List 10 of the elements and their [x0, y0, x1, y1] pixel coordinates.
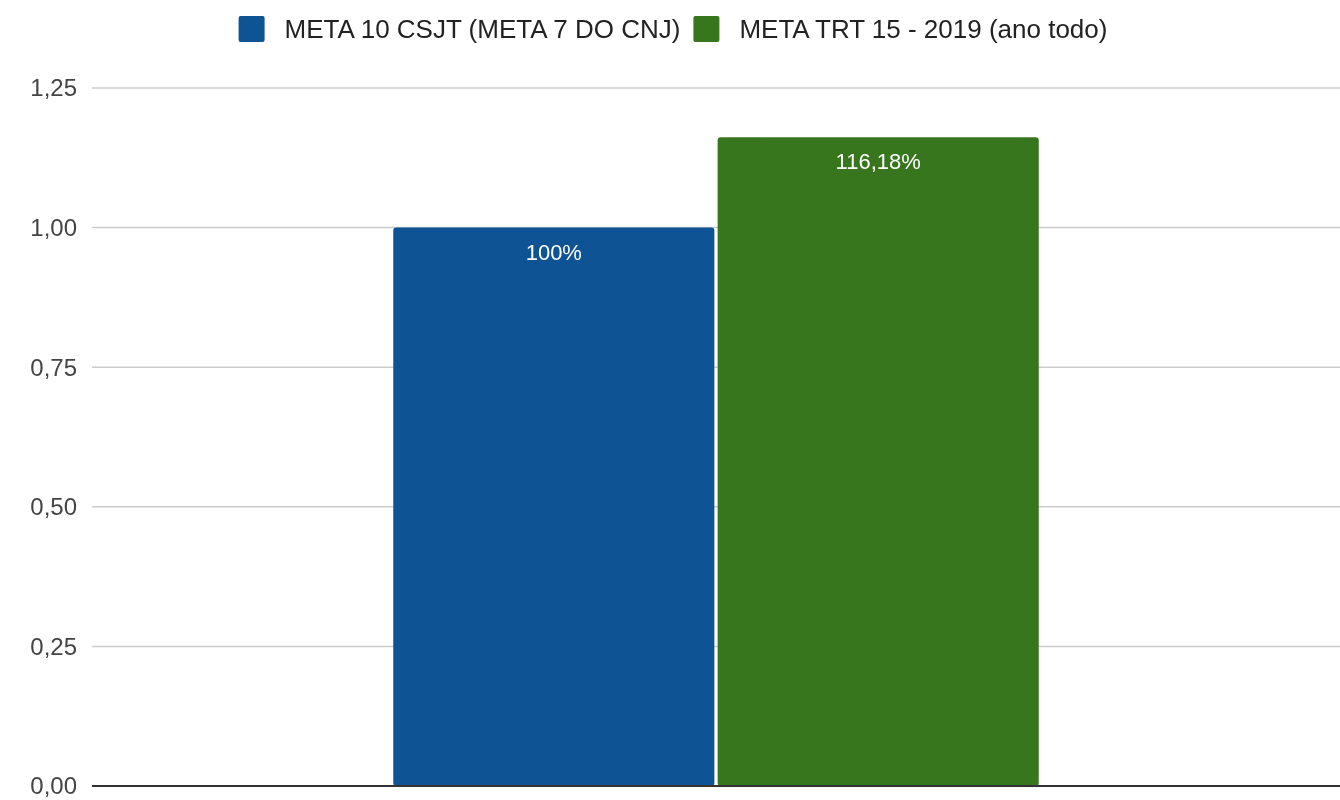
y-tick-label: 1,25	[30, 74, 77, 102]
y-tick-label: 0,75	[30, 353, 77, 381]
y-tick-label: 0,50	[30, 493, 77, 521]
y-tick-label: 0,25	[30, 632, 77, 660]
data-label: 100%	[525, 239, 582, 265]
y-tick-label: 0,00	[30, 772, 77, 800]
legend-label: META 10 CSJT (META 7 DO CNJ)	[284, 14, 681, 45]
legend-label: META TRT 15 - 2019 (ano todo)	[739, 14, 1108, 45]
data-label: 116,18%	[835, 149, 921, 175]
y-tick-label: 1,00	[30, 214, 77, 241]
